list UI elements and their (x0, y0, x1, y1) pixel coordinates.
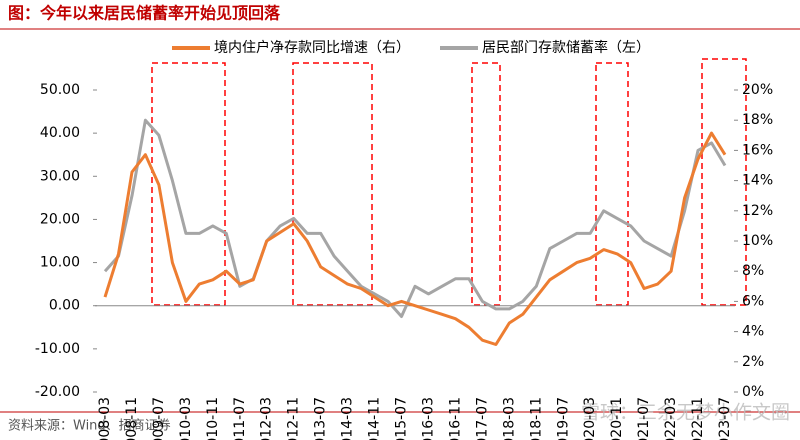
x-tick-label: 2020-11 (609, 397, 625, 440)
x-tick-label: 2011-07 (232, 397, 248, 440)
x-tick-label: 2022-03 (663, 397, 679, 440)
y2-tick-label: 2% (742, 354, 764, 370)
y2-tick-label: 4% (742, 324, 764, 340)
x-tick-label: 2010-03 (178, 397, 194, 440)
y-tick-label: 20.00 (40, 211, 80, 227)
y-tick-label: 30.00 (40, 168, 80, 184)
highlight-box (701, 58, 747, 306)
y2-tick-label: 18% (742, 112, 773, 128)
y2-tick-label: 16% (742, 142, 773, 158)
y2-tick-label: 10% (742, 233, 773, 249)
y2-tick-label: 0% (742, 384, 764, 400)
x-tick-label: 2021-07 (636, 397, 652, 440)
legend-label: 境内住户净存款同比增速（右） (214, 39, 410, 56)
x-tick-label: 2013-07 (313, 397, 329, 440)
highlight-box (471, 62, 501, 306)
y2-tick-label: 20% (742, 82, 773, 98)
x-tick-label: 2020-03 (582, 397, 598, 440)
x-tick-label: 2008-11 (124, 397, 140, 440)
x-tick-label: 2008-03 (97, 397, 113, 440)
x-tick-label: 2022-11 (690, 397, 706, 440)
x-tick-label: 2018-03 (501, 397, 517, 440)
watermark: 雪球：三余无梦小作文圈 (581, 402, 790, 424)
x-tick-label: 2016-11 (447, 397, 463, 440)
y2-tick-label: 6% (742, 293, 764, 309)
highlight-boxes (151, 58, 747, 306)
series-line (103, 131, 727, 346)
x-tick-label: 2018-11 (528, 397, 544, 440)
x-tick-label: 2014-11 (367, 397, 383, 440)
y2-tick-label: 8% (742, 263, 764, 279)
y-tick-label: 0.00 (49, 298, 80, 314)
highlight-box (595, 62, 629, 306)
x-tick-label: 2023-07 (717, 397, 733, 440)
x-tick-label: 2019-07 (555, 397, 571, 440)
series-line (103, 118, 727, 318)
x-tick-label: 2012-03 (259, 397, 275, 440)
y-tick-label: -10.00 (35, 341, 80, 357)
x-tick-label: 2009-07 (151, 397, 167, 440)
y2-tick-label: 14% (742, 173, 773, 189)
y-tick-label: 40.00 (40, 125, 80, 141)
y-tick-label: 50.00 (40, 82, 80, 98)
legend-label: 居民部门存款储蓄率（左） (482, 39, 650, 56)
highlight-box (151, 62, 226, 306)
x-tick-label: 2014-03 (340, 397, 356, 440)
x-tick-label: 2015-07 (394, 397, 410, 440)
source: 资料来源：Wind、招商证券 (8, 418, 171, 434)
highlight-box (292, 62, 373, 306)
x-tick-label: 2017-07 (474, 397, 490, 440)
x-tick-label: 2016-03 (420, 397, 436, 440)
x-tick-label: 2012-11 (286, 397, 302, 440)
y-tick-label: 10.00 (40, 255, 80, 271)
chart-title: 图：今年以来居民储蓄率开始见顶回落 (8, 4, 281, 23)
x-tick-label: 2010-11 (205, 397, 221, 440)
y-tick-label: -20.00 (35, 384, 80, 400)
y2-tick-label: 12% (742, 203, 773, 219)
